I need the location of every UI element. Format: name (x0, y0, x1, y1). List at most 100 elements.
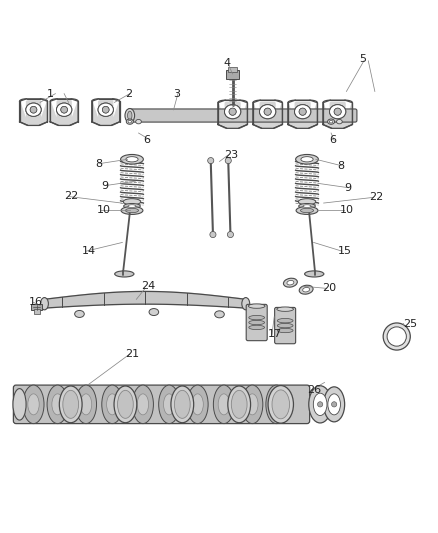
Text: 15: 15 (337, 246, 351, 256)
Circle shape (60, 107, 67, 113)
Ellipse shape (135, 119, 141, 124)
Text: 6: 6 (143, 135, 149, 144)
Ellipse shape (277, 324, 292, 328)
Ellipse shape (294, 104, 310, 119)
Ellipse shape (191, 394, 203, 415)
Ellipse shape (125, 109, 134, 123)
Ellipse shape (57, 103, 72, 116)
Ellipse shape (114, 386, 137, 423)
Ellipse shape (126, 157, 138, 162)
Ellipse shape (63, 390, 78, 418)
Circle shape (229, 108, 236, 115)
Text: 25: 25 (403, 319, 417, 329)
Text: 10: 10 (339, 206, 353, 215)
Ellipse shape (26, 103, 41, 116)
Polygon shape (50, 101, 78, 125)
Text: 4: 4 (223, 58, 230, 68)
Ellipse shape (382, 323, 410, 350)
Text: 9: 9 (343, 183, 350, 193)
Ellipse shape (336, 119, 342, 124)
Ellipse shape (328, 120, 332, 123)
Ellipse shape (213, 385, 234, 424)
Bar (228, 67, 237, 72)
Ellipse shape (13, 389, 26, 420)
Ellipse shape (26, 103, 41, 116)
Ellipse shape (57, 103, 72, 116)
Ellipse shape (114, 271, 134, 277)
Ellipse shape (123, 199, 141, 205)
Text: 16: 16 (29, 297, 43, 308)
Circle shape (264, 108, 271, 115)
Polygon shape (217, 103, 247, 128)
Circle shape (207, 158, 213, 164)
Ellipse shape (102, 385, 123, 424)
Ellipse shape (47, 385, 68, 424)
Circle shape (331, 402, 336, 407)
Polygon shape (20, 101, 47, 125)
Polygon shape (287, 103, 317, 128)
Circle shape (60, 107, 67, 113)
FancyBboxPatch shape (13, 385, 309, 424)
Circle shape (229, 108, 236, 115)
Ellipse shape (117, 390, 133, 418)
Circle shape (264, 108, 271, 115)
Ellipse shape (295, 207, 317, 214)
Ellipse shape (302, 205, 310, 207)
Ellipse shape (137, 394, 148, 415)
Ellipse shape (304, 271, 323, 277)
Ellipse shape (386, 327, 406, 346)
Text: 24: 24 (141, 281, 155, 291)
Ellipse shape (59, 386, 82, 423)
Ellipse shape (121, 207, 143, 214)
Ellipse shape (106, 394, 118, 415)
Text: 6: 6 (328, 135, 335, 146)
Ellipse shape (231, 390, 247, 418)
Ellipse shape (126, 119, 133, 124)
Text: 22: 22 (64, 191, 78, 201)
Text: 14: 14 (81, 246, 95, 256)
Text: 21: 21 (125, 349, 139, 359)
Ellipse shape (74, 310, 84, 318)
Text: 20: 20 (321, 284, 336, 293)
Ellipse shape (299, 285, 312, 294)
Polygon shape (92, 101, 120, 125)
Polygon shape (252, 103, 282, 128)
Ellipse shape (40, 297, 48, 310)
Text: 8: 8 (337, 161, 344, 171)
Ellipse shape (163, 394, 174, 415)
Ellipse shape (98, 103, 113, 116)
Circle shape (30, 107, 37, 113)
Ellipse shape (227, 386, 250, 423)
Ellipse shape (52, 394, 63, 415)
Ellipse shape (132, 385, 153, 424)
Ellipse shape (323, 387, 344, 422)
FancyBboxPatch shape (274, 308, 295, 344)
Ellipse shape (283, 278, 297, 287)
Circle shape (298, 108, 305, 115)
Text: 26: 26 (306, 385, 321, 395)
Circle shape (30, 107, 37, 113)
Ellipse shape (214, 311, 224, 318)
FancyBboxPatch shape (246, 304, 267, 341)
Ellipse shape (124, 204, 140, 209)
Ellipse shape (327, 119, 334, 124)
Ellipse shape (218, 394, 229, 415)
Ellipse shape (277, 328, 292, 333)
Text: 9: 9 (101, 181, 108, 190)
Ellipse shape (128, 120, 131, 123)
Ellipse shape (276, 307, 293, 311)
Ellipse shape (120, 155, 143, 164)
Ellipse shape (128, 205, 136, 207)
Ellipse shape (127, 111, 132, 120)
Ellipse shape (302, 287, 309, 292)
Ellipse shape (248, 320, 264, 325)
Ellipse shape (259, 104, 275, 119)
Ellipse shape (125, 208, 138, 213)
Ellipse shape (75, 385, 96, 424)
Ellipse shape (248, 304, 265, 308)
Circle shape (209, 231, 215, 238)
Ellipse shape (286, 280, 293, 285)
Ellipse shape (241, 385, 262, 424)
Ellipse shape (248, 316, 264, 320)
Text: 17: 17 (267, 329, 281, 340)
